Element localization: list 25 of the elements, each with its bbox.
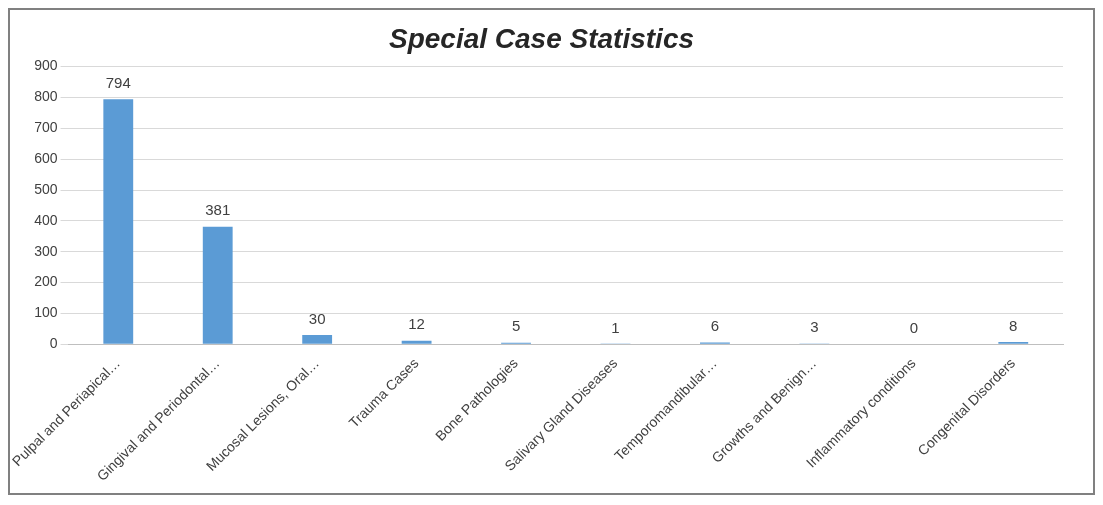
bar bbox=[202, 226, 233, 344]
bar bbox=[401, 340, 432, 344]
y-tick-label: 700 bbox=[34, 119, 58, 136]
y-tick-label: 100 bbox=[34, 304, 58, 321]
data-label: 794 bbox=[105, 73, 131, 91]
data-label: 8 bbox=[1009, 316, 1018, 334]
y-tick-label: 300 bbox=[34, 242, 58, 259]
bar bbox=[302, 335, 333, 344]
data-label: 6 bbox=[710, 317, 720, 335]
data-label: 1 bbox=[611, 318, 620, 336]
y-tick-label: 900 bbox=[34, 57, 58, 74]
data-label: 5 bbox=[511, 317, 521, 335]
y-tick-label: 500 bbox=[34, 180, 58, 197]
y-tick-label: 0 bbox=[49, 335, 58, 352]
y-tick-label: 400 bbox=[34, 211, 58, 228]
data-label: 381 bbox=[205, 201, 231, 219]
y-tick-label: 600 bbox=[34, 150, 58, 167]
data-label: 0 bbox=[909, 319, 918, 336]
y-tick-label: 200 bbox=[34, 273, 58, 290]
bar bbox=[103, 99, 134, 344]
y-tick-label: 800 bbox=[34, 88, 58, 105]
data-label: 12 bbox=[408, 315, 425, 333]
data-label: 30 bbox=[308, 309, 326, 327]
data-label: 3 bbox=[810, 318, 819, 336]
chart-title: Special Case Statistics bbox=[388, 22, 695, 54]
